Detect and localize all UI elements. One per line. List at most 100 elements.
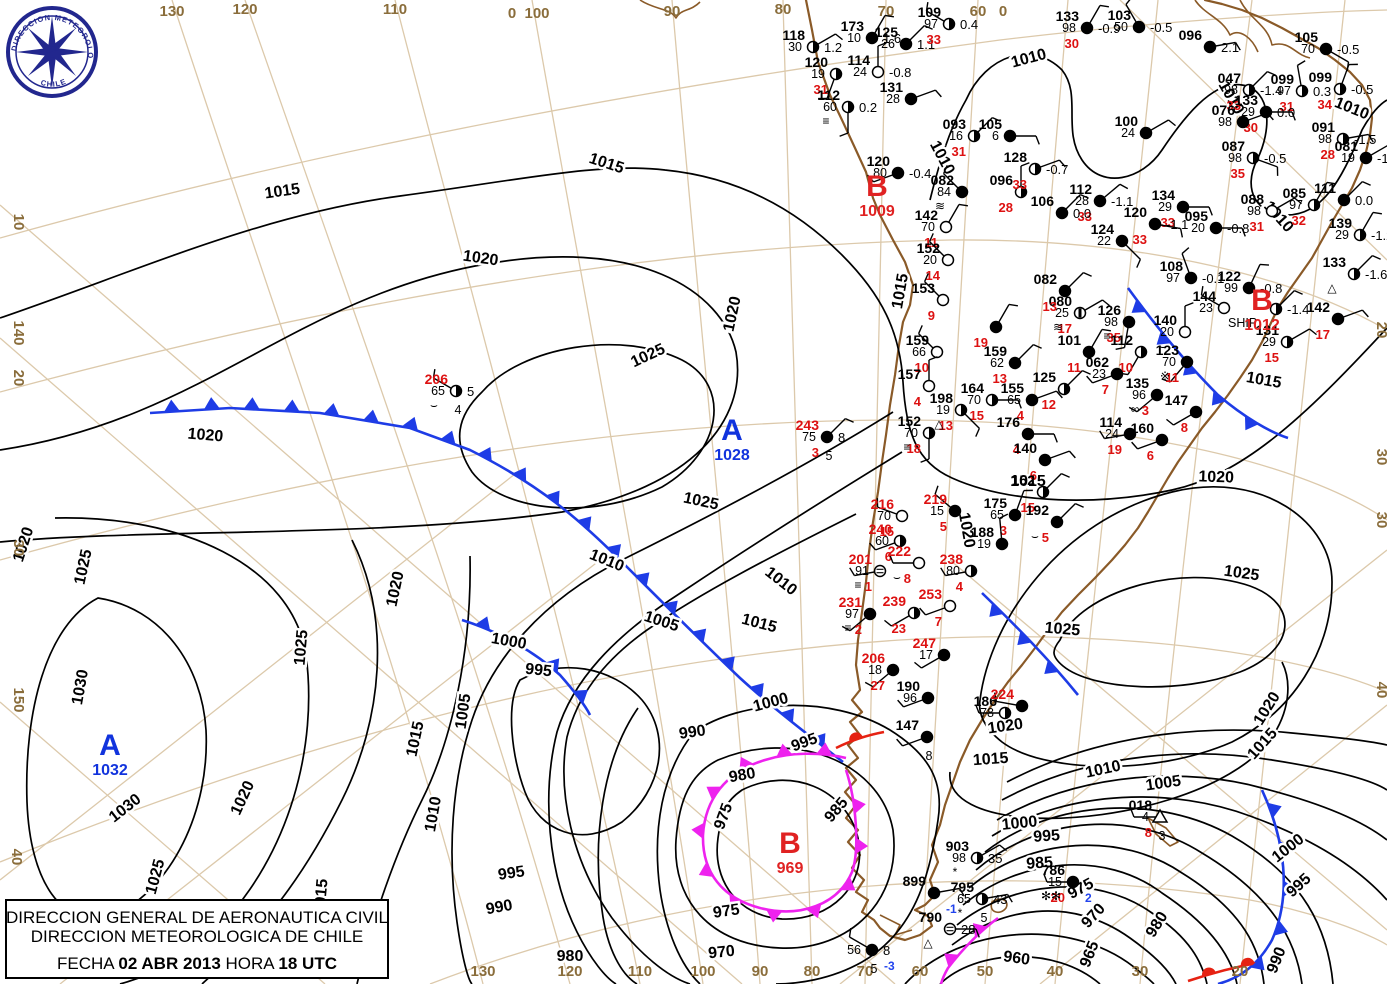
isobar-value-label: 1010 — [1332, 94, 1371, 123]
sky-cover-icon — [863, 607, 877, 621]
isobar-value-label: 1030 — [106, 791, 145, 826]
front-triangle-icon — [323, 403, 340, 417]
station-plot: 112 0.2 60≡ — [817, 87, 877, 137]
station-id: 126 — [1098, 302, 1122, 318]
station-temp: 2.1 — [1221, 40, 1239, 55]
station-id: 159 — [984, 343, 1008, 359]
station-left-value: 19 — [977, 537, 991, 551]
station-left-value: 66 — [912, 345, 926, 359]
station-id: 186 — [974, 693, 998, 709]
isobar-value-label: 1015 — [972, 750, 1009, 769]
station-plot: -1.4 — [1269, 289, 1309, 317]
station-temp: -1.1 — [1166, 217, 1188, 232]
front-triangle-icon — [402, 416, 418, 431]
station-temp: 0.4 — [960, 17, 978, 32]
station-id: 093 — [943, 116, 967, 132]
station-plot: 047 33 -1.4 98 — [1218, 70, 1283, 113]
front-triangle-icon — [1017, 630, 1032, 646]
isobar-value-label: 995 — [497, 863, 526, 884]
station-red-value: 19 — [974, 335, 988, 350]
compass-star-icon — [16, 16, 88, 88]
station-id: 899 — [903, 873, 927, 889]
isobar-value-label: 1020 — [187, 425, 224, 445]
graticule-label: 20 — [1373, 322, 1387, 339]
sky-cover-icon — [1217, 301, 1231, 315]
station-red-value: 28 — [999, 200, 1013, 215]
weather-symbol-icon: * — [953, 865, 958, 879]
logo-bottom-text: CHILE — [40, 77, 67, 89]
station-id: 175 — [984, 495, 1008, 511]
isobar-value-label: 980 — [557, 948, 584, 965]
graticule-label: 120 — [557, 963, 582, 980]
station-temp: -0.4 — [909, 166, 931, 181]
station-red-value: 10 — [915, 360, 929, 375]
station-plot: 128 33 -0.7 — [1004, 149, 1069, 192]
graticule-label: 90 — [752, 963, 769, 980]
graticule-label: 30 — [10, 540, 27, 557]
station-plot: 155 465 — [1001, 380, 1063, 423]
station-red-value: 3 — [1142, 403, 1149, 418]
isobar-value-label: 1020 — [1198, 468, 1234, 486]
station-left-value: 98 — [1104, 315, 1118, 329]
front-triangle-icon — [545, 490, 560, 505]
graticule-label: 40 — [1373, 682, 1387, 699]
occluded-front — [701, 752, 858, 913]
front-triangle-icon — [545, 658, 560, 673]
station-plot: 243 3 8 75 5 — [796, 417, 854, 463]
weather-symbol-icon: ≡ — [822, 114, 829, 128]
station-id: 216 — [871, 496, 895, 512]
station-left-value: 70 — [967, 393, 981, 407]
sky-cover-icon — [1093, 194, 1107, 208]
station-plot: 135 396∞ — [1126, 375, 1164, 418]
front-triangle-icon — [1250, 956, 1265, 971]
isobar-value-label: 995 — [1283, 870, 1314, 901]
isobar-value-label: 1010 — [1084, 758, 1122, 782]
station-left-value: 20 — [1160, 325, 1174, 339]
station-left-value: 25 — [1055, 306, 1069, 320]
station-red-value: 17 — [1058, 321, 1072, 336]
station-left-value: 98 — [1218, 115, 1232, 129]
station-temp: -0.5 — [1150, 20, 1172, 35]
station-red-value: 8 — [1145, 825, 1152, 840]
station-id: 903 — [946, 838, 970, 854]
station-plot: 140 6 — [1014, 440, 1076, 483]
isobar-value-label: 1020 — [228, 778, 258, 818]
station-id: 152 — [917, 240, 941, 256]
met-office-logo: DIRECCION METEOROLOGICA CHILE — [0, 0, 98, 98]
station-red-value: 9 — [928, 308, 935, 323]
station-temp: -1.0 — [1377, 151, 1387, 166]
station-id: 088 — [1241, 191, 1265, 207]
station-plot: 105 -0.5 70 — [1295, 29, 1359, 72]
sky-cover-icon — [1184, 271, 1198, 285]
station-red-value: 4 — [1017, 408, 1025, 423]
station-plot: 201 191≡ — [849, 551, 887, 594]
weather-symbol-icon: △ — [1327, 281, 1337, 295]
graticule-label: 70 — [857, 963, 874, 980]
station-temp: 1.1 — [917, 37, 935, 52]
isobar-value-label: 975 — [711, 801, 736, 832]
station-id: 101 — [1058, 332, 1082, 348]
graticule-label: 60 — [970, 3, 987, 20]
station-plot: 062 723 — [1086, 354, 1124, 397]
station-left-value: 70 — [921, 220, 935, 234]
station-id: 231 — [839, 594, 863, 610]
station-id: 128 — [1004, 149, 1028, 165]
station-plot: 096 28 — [990, 162, 1030, 215]
station-left-value: 6 — [992, 129, 999, 143]
front-triangle-icon — [577, 516, 592, 531]
station-plot: 125 1.1 26 — [875, 24, 935, 52]
sky-cover-icon — [1008, 356, 1022, 370]
sky-cover-icon — [886, 663, 900, 677]
station-blue-value: 2 — [1085, 891, 1092, 905]
